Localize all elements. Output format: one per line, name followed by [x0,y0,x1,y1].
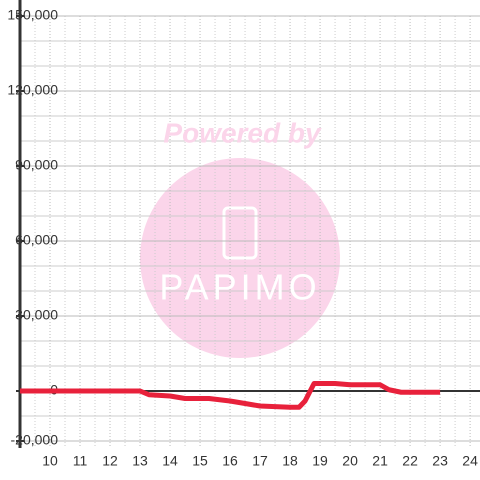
y-tick-label: 150,000 [7,7,58,23]
x-tick-label: 24 [462,453,478,469]
x-tick-label: 14 [162,453,178,469]
watermark-phone [222,206,258,260]
x-tick-label: 21 [372,453,388,469]
y-tick-label: 30,000 [15,307,58,323]
x-tick-label: 13 [132,453,148,469]
x-tick-label: 23 [432,453,448,469]
y-tick-label: -20,000 [11,432,59,448]
x-tick-label: 17 [252,453,268,469]
y-tick-label: 90,000 [15,157,58,173]
y-tick-label: 60,000 [15,232,58,248]
x-tick-label: 20 [342,453,358,469]
data-line [20,381,441,410]
x-tick-label: 16 [222,453,238,469]
x-tick-label: 12 [102,453,118,469]
x-tick-label: 19 [312,453,328,469]
watermark-text: Powered by [163,117,322,148]
x-tick-label: 18 [282,453,298,469]
x-tick-label: 11 [73,453,88,469]
x-tick-label: 15 [192,453,208,469]
watermark-text: PAPIMO [159,267,320,308]
y-tick-label: 120,000 [7,82,58,98]
x-tick-label: 10 [42,453,58,469]
x-tick-label: 22 [402,453,418,469]
